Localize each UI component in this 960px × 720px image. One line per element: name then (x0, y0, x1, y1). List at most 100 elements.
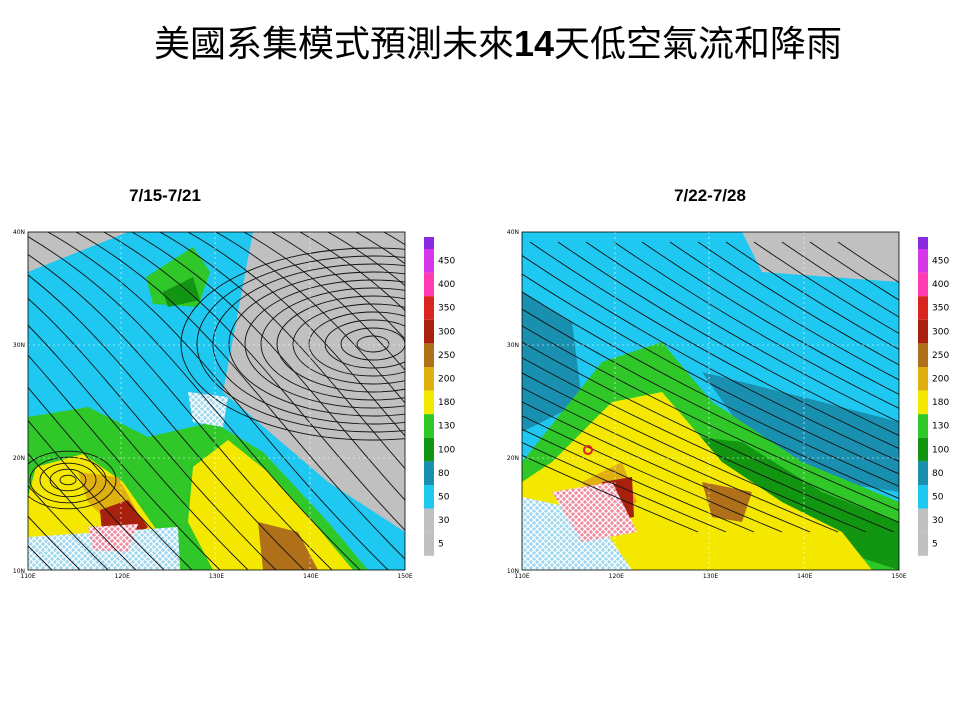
colorbar-label: 350 (438, 304, 455, 314)
streamline (356, 335, 390, 353)
lon-label: 110E (20, 573, 35, 580)
streamline (613, 241, 899, 409)
colorbar-label: 250 (932, 351, 949, 361)
colorbar-label: 30 (438, 516, 450, 526)
colorbar-label: 250 (438, 351, 455, 361)
map-frame (521, 231, 900, 571)
colorbar-swatch (918, 272, 928, 297)
colorbar-swatch (918, 296, 928, 320)
title-text: 天低空氣流和降雨 (554, 24, 842, 64)
streamline (28, 419, 165, 570)
streamline (809, 241, 899, 301)
colorbar-label: 180 (932, 398, 949, 408)
lat-label: 40N (13, 229, 25, 236)
streamline (340, 327, 405, 361)
streamline (28, 236, 361, 570)
colorbar-label: 300 (932, 327, 949, 337)
streamline (522, 325, 899, 512)
streamline (243, 232, 405, 371)
streamline (75, 232, 405, 560)
streamline (557, 241, 899, 437)
colorbar-label: 350 (932, 304, 949, 314)
shade (702, 372, 899, 492)
colorbar-swatch (918, 414, 928, 438)
streamline (522, 428, 755, 533)
colorbar-label: 300 (438, 327, 455, 337)
map-field (522, 232, 899, 570)
lon-label: 130E (209, 573, 224, 580)
colorbar-label: 5 (438, 540, 444, 550)
streamline (215, 232, 405, 404)
colorbar-label: 80 (438, 469, 450, 479)
streamline (28, 274, 305, 570)
streamline (522, 273, 899, 475)
colorbar-swatch (424, 296, 434, 320)
streamline (585, 241, 899, 423)
streamline (59, 474, 77, 486)
streamline (753, 241, 899, 335)
streamline (0, 232, 24, 570)
shade (188, 440, 353, 570)
streamline (28, 484, 109, 570)
colorbar-label: 130 (438, 422, 455, 432)
colorbar-label: 400 (438, 280, 455, 290)
streamline (725, 241, 899, 350)
streamline (28, 386, 193, 570)
colorbar-swatch (424, 414, 434, 438)
colorbar-swatch (918, 343, 928, 367)
title-number: 14 (514, 23, 554, 64)
streamline (522, 341, 899, 523)
streamline (299, 232, 405, 312)
lon-label: 150E (397, 573, 412, 580)
streamline (641, 241, 899, 395)
colorbar-cap (424, 237, 434, 249)
lon-label: 140E (303, 573, 318, 580)
lon-label: 110E (514, 573, 529, 580)
colorbar-swatch (424, 437, 434, 462)
streamline (29, 456, 107, 504)
colorbar-swatch (918, 367, 928, 391)
streamline (324, 319, 405, 369)
streamline (522, 255, 899, 462)
map-label: 7/15-7/21 (129, 186, 201, 205)
colorbar-label: 180 (438, 398, 455, 408)
streamline (39, 462, 97, 498)
colorbar-label: 450 (932, 257, 949, 267)
colorbar-swatch (918, 249, 928, 273)
streamline (212, 263, 405, 425)
lat-label: 20N (507, 455, 519, 462)
map-field (0, 232, 405, 570)
streamline (669, 241, 899, 381)
map-label: 7/22-7/28 (674, 186, 746, 205)
streamline (697, 241, 899, 366)
streamline (781, 241, 899, 318)
streamline (522, 357, 895, 533)
lat-label: 40N (507, 229, 519, 236)
colorbar-swatch (424, 319, 434, 344)
streamline (180, 247, 405, 441)
colorbar-label: 100 (438, 445, 455, 455)
colorbar-label: 50 (438, 493, 450, 503)
streamline (28, 297, 277, 570)
colorbar-swatch (424, 390, 434, 415)
streamline (228, 271, 405, 417)
colorbar-label: 450 (438, 257, 455, 267)
colorbar-label: 200 (932, 375, 949, 385)
colorbar-swatch (918, 508, 928, 533)
colorbar-label: 100 (932, 445, 949, 455)
streamline (271, 232, 405, 340)
colorbar-swatch (918, 319, 928, 344)
colorbar-swatch (424, 367, 434, 391)
streamline (308, 311, 405, 377)
colorbar-label: 200 (438, 375, 455, 385)
lat-label: 30N (13, 342, 25, 349)
streamline (522, 372, 867, 533)
colorbar-swatch (918, 390, 928, 415)
colorbar-swatch (424, 272, 434, 297)
shade (188, 392, 228, 427)
colorbar-swatch (424, 532, 434, 556)
colorbar-swatch (424, 485, 434, 509)
lat-label: 10N (507, 568, 519, 575)
colorbar-swatch (424, 508, 434, 533)
